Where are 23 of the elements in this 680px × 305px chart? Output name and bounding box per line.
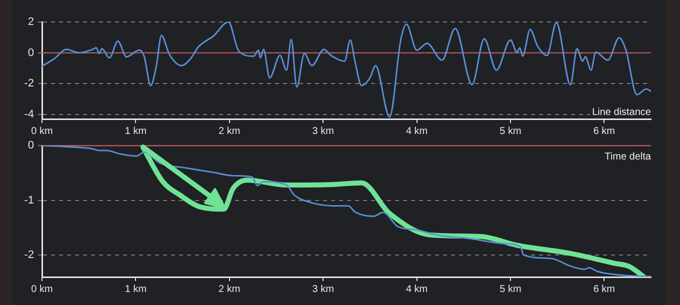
x-tick-label: 2 km — [218, 284, 240, 295]
series-label: Line distance — [592, 106, 652, 118]
x-tick-label: 2 km — [218, 126, 240, 137]
y-tick-label: 2 — [28, 16, 34, 28]
y-tick-label: 0 — [28, 46, 34, 59]
x-tick-label: 3 km — [312, 126, 334, 137]
x-tick-label: 5 km — [500, 126, 522, 137]
x-tick-label: 6 km — [593, 126, 615, 137]
y-tick-label: -2 — [24, 249, 34, 262]
x-tick-label: 1 km — [124, 126, 147, 137]
x-tick-label: 5 km — [500, 284, 522, 295]
x-tick-label: 4 km — [406, 126, 428, 137]
y-tick-label: -1 — [24, 194, 34, 206]
x-tick-label: 4 km — [406, 284, 428, 295]
y-tick-label: -2 — [24, 78, 34, 90]
y-tick-label: 0 — [28, 140, 34, 152]
x-tick-label: 6 km — [593, 284, 615, 295]
y-tick-label: -4 — [24, 108, 34, 120]
x-tick-label: 1 km — [124, 284, 147, 295]
x-tick-label: 3 km — [312, 284, 334, 295]
x-tick-label: 0 km — [31, 284, 53, 295]
text: Time delta — [604, 151, 652, 162]
x-tick-label: 0 km — [31, 126, 53, 137]
